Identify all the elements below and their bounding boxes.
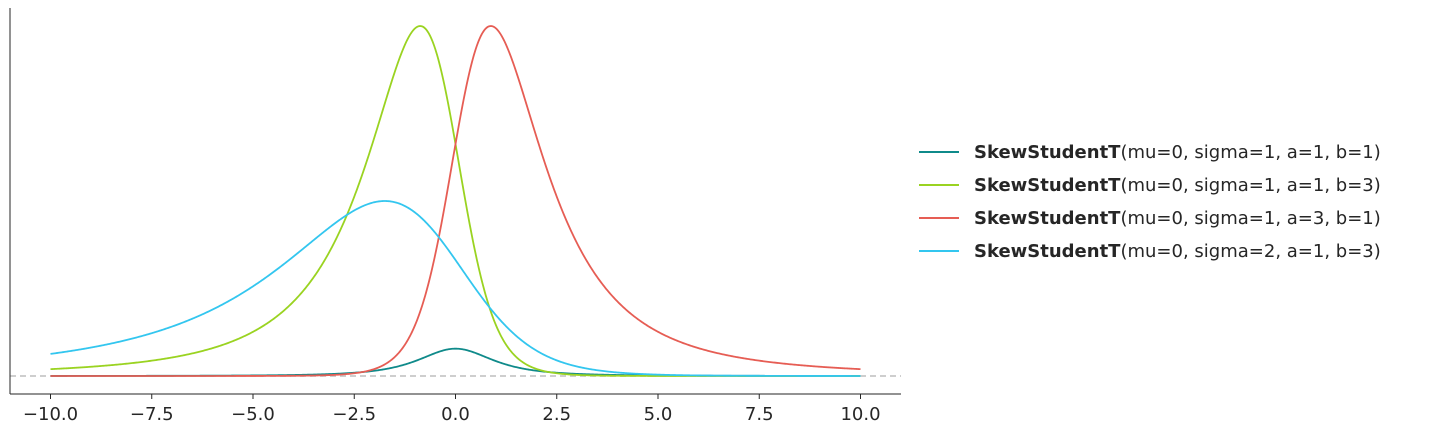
x-tick-label: 5.0 (644, 404, 673, 425)
legend-label: SkewStudentT(mu=0, sigma=1, a=1, b=3) (974, 175, 1381, 196)
x-tick-label: 7.5 (745, 404, 774, 425)
x-tick-label: −7.5 (130, 404, 174, 425)
legend-item: SkewStudentT(mu=0, sigma=2, a=1, b=3) (919, 241, 1381, 262)
series-layer (50, 25, 861, 377)
legend-label: SkewStudentT(mu=0, sigma=1, a=1, b=1) (974, 142, 1381, 163)
series-line-2 (50, 25, 861, 377)
x-ticks: −10.0 −7.5 −5.0 −2.5 0.0 2.5 5.0 7.5 10.0 (23, 394, 881, 425)
legend: SkewStudentT(mu=0, sigma=1, a=1, b=1) Ske… (919, 142, 1381, 262)
legend-item: SkewStudentT(mu=0, sigma=1, a=1, b=3) (919, 175, 1381, 196)
legend-item: SkewStudentT(mu=0, sigma=1, a=3, b=1) (919, 208, 1381, 229)
x-tick-label: 0.0 (441, 404, 470, 425)
legend-label: SkewStudentT(mu=0, sigma=1, a=3, b=1) (974, 208, 1381, 229)
series-line-1 (50, 347, 861, 377)
x-tick-label: −2.5 (332, 404, 376, 425)
legend-item: SkewStudentT(mu=0, sigma=1, a=1, b=1) (919, 142, 1381, 163)
x-tick-label: −5.0 (231, 404, 275, 425)
x-tick-label: 2.5 (542, 404, 571, 425)
legend-label: SkewStudentT(mu=0, sigma=2, a=1, b=3) (974, 241, 1381, 262)
series-line-4 (50, 200, 861, 377)
x-tick-label: −10.0 (23, 404, 78, 425)
series-line-3 (50, 25, 861, 377)
x-tick-label: 10.0 (840, 404, 880, 425)
